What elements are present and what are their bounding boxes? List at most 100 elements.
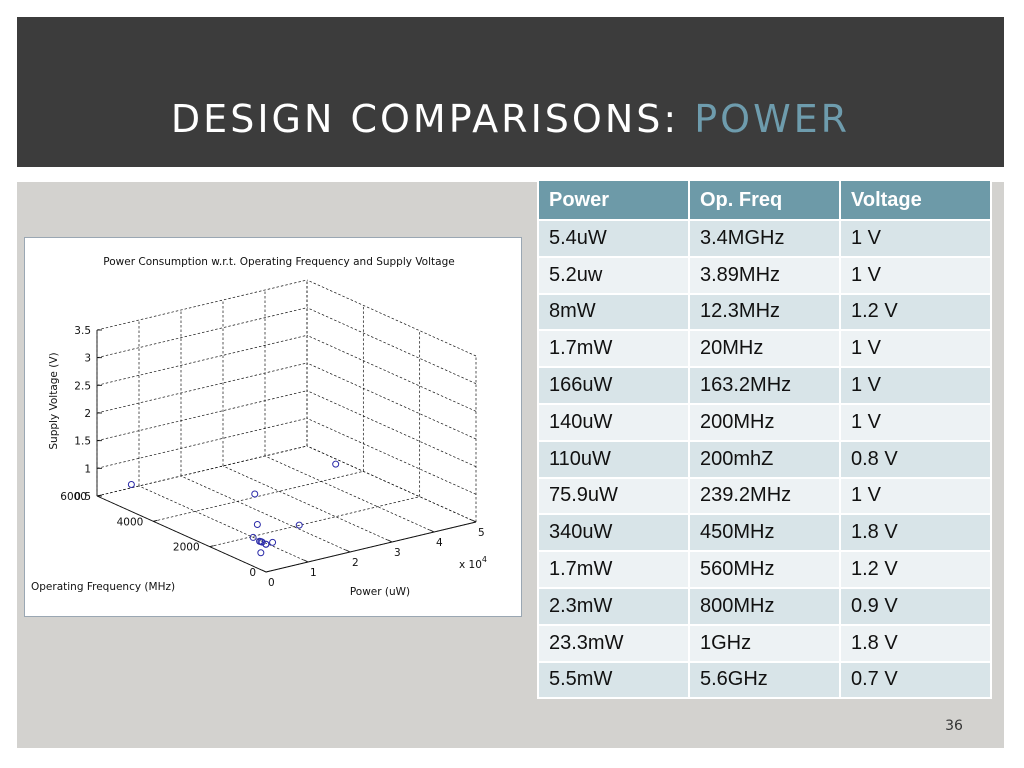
grid-line — [153, 470, 364, 522]
y-tick-mark — [209, 545, 214, 548]
chart-x-multiplier-base: x 10 — [459, 559, 482, 571]
cell-op-freq: 450MHz — [688, 513, 841, 553]
grid-line — [96, 445, 308, 497]
grid-line — [306, 445, 477, 523]
table-row: 5.2uw 3.89MHz 1 V — [537, 255, 992, 295]
grid-line — [222, 465, 393, 543]
grid-line — [306, 279, 477, 357]
x-tick-label: 0 — [268, 577, 275, 589]
z-tick-label: 3 — [84, 353, 91, 365]
design-comparison-table: Power Op. Freq Voltage 5.4uW 3.4MGHz 1 V 5… — [537, 179, 992, 700]
cell-voltage: 1.2 V — [839, 550, 992, 589]
data-point — [256, 537, 264, 545]
z-tick-label: 3.5 — [74, 325, 91, 337]
table-row: 23.3mW 1GHz 1.8 V — [537, 623, 992, 663]
cell-voltage: 1 V — [839, 329, 992, 369]
cell-power: 166uW — [537, 366, 690, 405]
table-row: 75.9uW 239.2MHz 1 V — [537, 476, 992, 516]
cell-op-freq: 20MHz — [688, 329, 841, 369]
z-tick-label: 0.5 — [74, 491, 91, 503]
slide-header: DESIGN COMPARISONS: POWER — [17, 17, 1004, 167]
grid-line — [306, 335, 477, 412]
cell-voltage: 0.7 V — [839, 660, 992, 700]
table-row: 110uW 200mhZ 0.8 V — [537, 439, 992, 479]
cell-power: 5.4uW — [537, 219, 690, 258]
data-point — [332, 460, 340, 468]
table-row: 8mW 12.3MHz 1.2 V — [537, 292, 992, 332]
grid-line — [96, 279, 308, 331]
data-point — [269, 538, 277, 546]
chart-title: Power Consumption w.r.t. Operating Frequ… — [103, 256, 454, 268]
data-point — [253, 520, 261, 528]
x-tick-mark — [303, 559, 309, 563]
y-tick-label: 2000 — [173, 542, 200, 554]
table-row: 1.7mW 20MHz 1 V — [537, 329, 992, 369]
grid-line — [264, 455, 435, 533]
y-tick-label: 0 — [249, 567, 256, 579]
slide-number: 36 — [945, 718, 963, 734]
cell-voltage: 1 V — [839, 219, 992, 258]
y-axis-line — [96, 495, 267, 573]
cell-power: 75.9uW — [537, 476, 690, 516]
y-tick-label: 6000 — [60, 491, 87, 503]
grid-line — [96, 417, 308, 469]
y-tick-mark — [265, 570, 271, 573]
slide-title: DESIGN COMPARISONS: POWER — [17, 97, 1004, 141]
cell-voltage: 1 V — [839, 366, 992, 405]
x-tick-label: 4 — [436, 537, 443, 549]
grid-line — [96, 307, 308, 359]
chart-figure: 0 1 2 3 4 5 0 2000 4000 6000 0.5 1 1.5 2 2.5 3 3.5 Power… — [24, 237, 522, 617]
cell-voltage: 1 V — [839, 255, 992, 295]
cell-voltage: 1.8 V — [839, 623, 992, 663]
z-tick-label: 1 — [84, 463, 91, 475]
cell-op-freq: 12.3MHz — [688, 292, 841, 332]
chart-grid — [96, 279, 477, 573]
x-tick-label: 3 — [394, 547, 401, 559]
slide-title-main: DESIGN COMPARISONS: — [170, 97, 695, 141]
cell-power: 110uW — [537, 439, 690, 479]
grid-line — [96, 390, 308, 442]
header-op-freq: Op. Freq — [688, 179, 841, 221]
grid-line — [306, 307, 477, 384]
grid-line — [138, 485, 309, 563]
x-tick-mark — [387, 539, 393, 543]
grid-line — [180, 475, 351, 553]
cell-voltage: 0.8 V — [839, 439, 992, 479]
cell-voltage: 0.9 V — [839, 586, 992, 626]
cell-op-freq: 200MHz — [688, 402, 841, 442]
chart-x-multiplier: x 104 — [459, 555, 487, 571]
cell-power: 5.2uw — [537, 255, 690, 295]
cell-power: 5.5mW — [537, 660, 690, 700]
data-point — [257, 549, 265, 557]
cell-voltage: 1 V — [839, 402, 992, 442]
cell-op-freq: 1GHz — [688, 623, 841, 663]
cell-op-freq: 560MHz — [688, 550, 841, 589]
table-row: 2.3mW 800MHz 0.9 V — [537, 586, 992, 626]
cell-op-freq: 800MHz — [688, 586, 841, 626]
cell-op-freq: 3.89MHz — [688, 255, 841, 295]
cell-op-freq: 200mhZ — [688, 439, 841, 479]
cell-op-freq: 3.4MGHz — [688, 219, 841, 258]
chart-xlabel: Power (uW) — [350, 586, 410, 598]
grid-line — [306, 418, 477, 495]
cell-voltage: 1.2 V — [839, 292, 992, 332]
header-voltage: Voltage — [839, 179, 992, 221]
x-tick-label: 5 — [478, 527, 485, 539]
data-point — [249, 533, 257, 541]
x-tick-mark — [429, 529, 435, 533]
y-tick-mark — [153, 519, 158, 522]
data-point — [127, 481, 135, 488]
header-power: Power — [537, 179, 690, 221]
cell-power: 2.3mW — [537, 586, 690, 626]
table-row: 1.7mW 560MHz 1.2 V — [537, 550, 992, 589]
grid-line — [96, 334, 308, 386]
cell-op-freq: 163.2MHz — [688, 366, 841, 405]
table-header-row: Power Op. Freq Voltage — [537, 179, 992, 221]
grid-line — [306, 362, 477, 440]
table-row: 166uW 163.2MHz 1 V — [537, 366, 992, 405]
x-axis-line — [265, 521, 477, 573]
data-point — [251, 490, 259, 498]
data-point — [295, 521, 303, 529]
